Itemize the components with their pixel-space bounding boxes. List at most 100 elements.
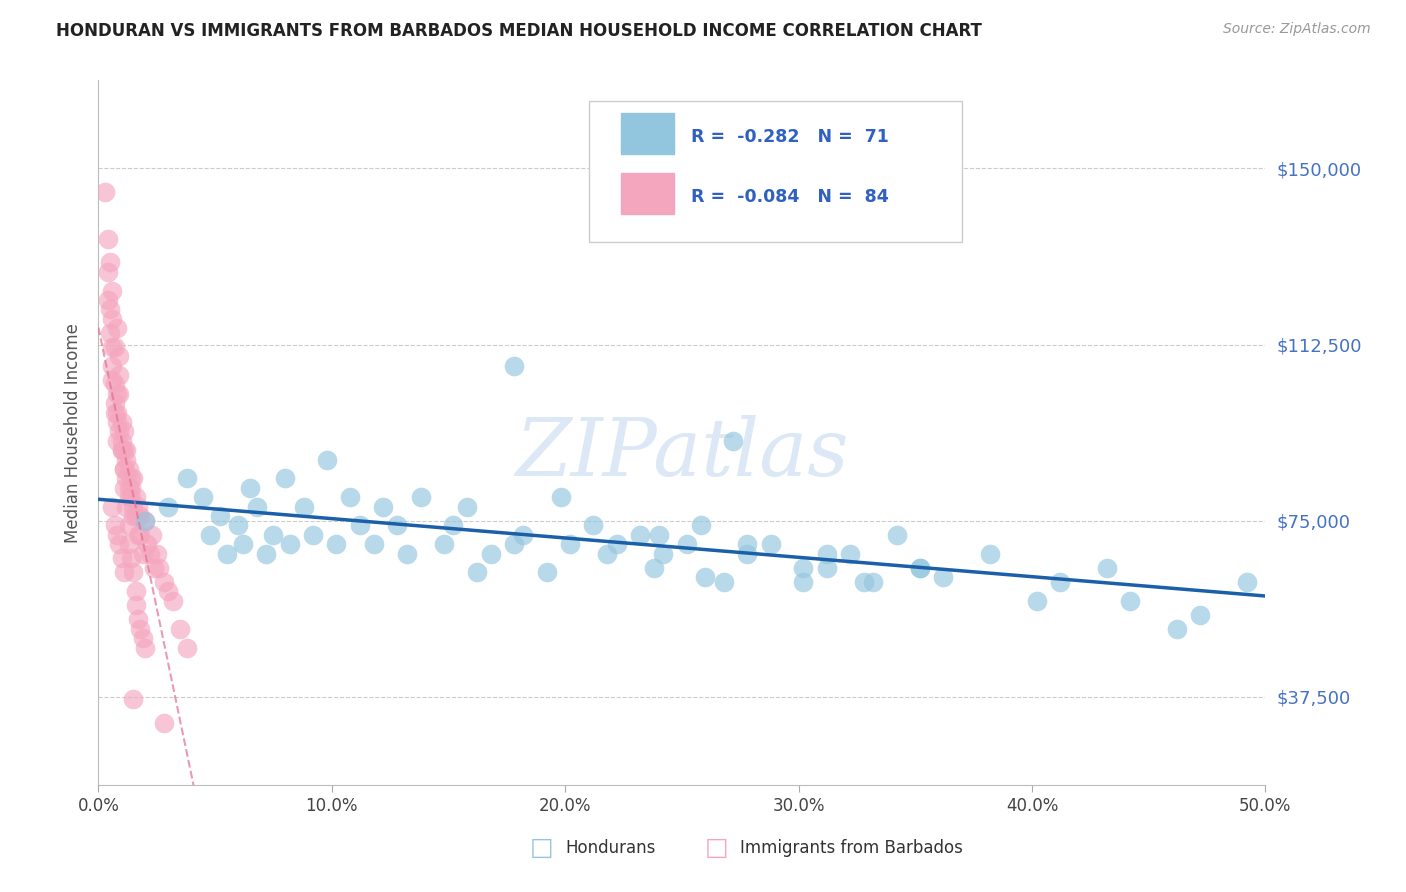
Point [120, 490, 142, 504]
Point [108, 537, 131, 551]
Point [101, 500, 124, 514]
Point [115, 500, 138, 514]
Point [441, 518, 464, 533]
Point [115, 443, 138, 458]
Point [157, 584, 180, 599]
Point [104, 377, 127, 392]
Point [839, 547, 862, 561]
Point [118, 462, 141, 476]
Point [735, 547, 758, 561]
Point [101, 311, 124, 326]
Point [112, 443, 135, 458]
Point [628, 528, 651, 542]
Point [169, 622, 191, 636]
Point [349, 518, 371, 533]
Point [105, 406, 128, 420]
Point [97, 232, 120, 246]
Point [122, 508, 145, 523]
Point [157, 500, 180, 514]
Point [558, 537, 581, 551]
Point [139, 547, 162, 561]
Point [652, 547, 675, 561]
Text: Hondurans: Hondurans [565, 839, 655, 857]
Point [129, 622, 152, 636]
Point [512, 528, 534, 542]
Point [125, 508, 148, 523]
Y-axis label: Median Household Income: Median Household Income [65, 323, 83, 542]
Point [111, 434, 134, 448]
Point [232, 537, 254, 551]
Point [112, 481, 135, 495]
Point [1189, 607, 1212, 622]
Point [862, 574, 884, 589]
Point [1236, 574, 1258, 589]
Point [108, 425, 131, 439]
Point [316, 452, 339, 467]
Bar [621, 113, 673, 154]
Point [112, 462, 135, 476]
Point [122, 692, 145, 706]
Point [550, 490, 572, 504]
Point [101, 340, 124, 354]
Point [200, 528, 222, 542]
Point [105, 415, 128, 429]
Point [146, 547, 169, 561]
Point [134, 640, 156, 655]
Point [228, 518, 250, 533]
Point [852, 574, 875, 589]
Point [132, 547, 155, 561]
Point [479, 547, 502, 561]
Point [456, 500, 478, 514]
Point [134, 514, 156, 528]
Point [112, 566, 135, 580]
Point [292, 500, 315, 514]
Point [1025, 593, 1047, 607]
Point [111, 415, 134, 429]
Point [792, 574, 814, 589]
Bar [621, 173, 673, 214]
Point [208, 508, 231, 523]
Point [101, 373, 124, 387]
Point [118, 518, 141, 533]
Point [97, 265, 120, 279]
Text: Source: ZipAtlas.com: Source: ZipAtlas.com [1223, 22, 1371, 37]
Point [325, 537, 347, 551]
Point [695, 570, 717, 584]
Point [115, 471, 138, 485]
Point [108, 349, 131, 363]
Point [112, 425, 135, 439]
Point [759, 537, 782, 551]
Point [108, 368, 131, 382]
Text: □: □ [530, 837, 554, 861]
Point [152, 574, 174, 589]
Text: R =  -0.282   N =  71: R = -0.282 N = 71 [692, 128, 889, 145]
Point [815, 547, 838, 561]
Point [979, 547, 1001, 561]
Point [932, 570, 955, 584]
Text: □: □ [704, 837, 728, 861]
Point [675, 537, 697, 551]
Point [111, 443, 134, 458]
Text: R =  -0.084   N =  84: R = -0.084 N = 84 [692, 187, 889, 205]
Point [122, 566, 145, 580]
Point [723, 434, 745, 448]
Point [363, 537, 385, 551]
Point [127, 612, 149, 626]
Point [118, 537, 141, 551]
Point [129, 508, 152, 523]
Point [152, 715, 174, 730]
Point [465, 566, 488, 580]
Point [1049, 574, 1071, 589]
Point [115, 452, 138, 467]
Point [246, 500, 269, 514]
Point [122, 500, 145, 514]
Point [104, 340, 127, 354]
Point [176, 471, 198, 485]
Point [134, 514, 156, 528]
Text: HONDURAN VS IMMIGRANTS FROM BARBADOS MEDIAN HOUSEHOLD INCOME CORRELATION CHART: HONDURAN VS IMMIGRANTS FROM BARBADOS MED… [56, 22, 983, 40]
Point [108, 387, 131, 401]
Point [908, 560, 931, 574]
FancyBboxPatch shape [589, 102, 962, 243]
Point [98, 326, 121, 340]
Point [111, 551, 134, 566]
